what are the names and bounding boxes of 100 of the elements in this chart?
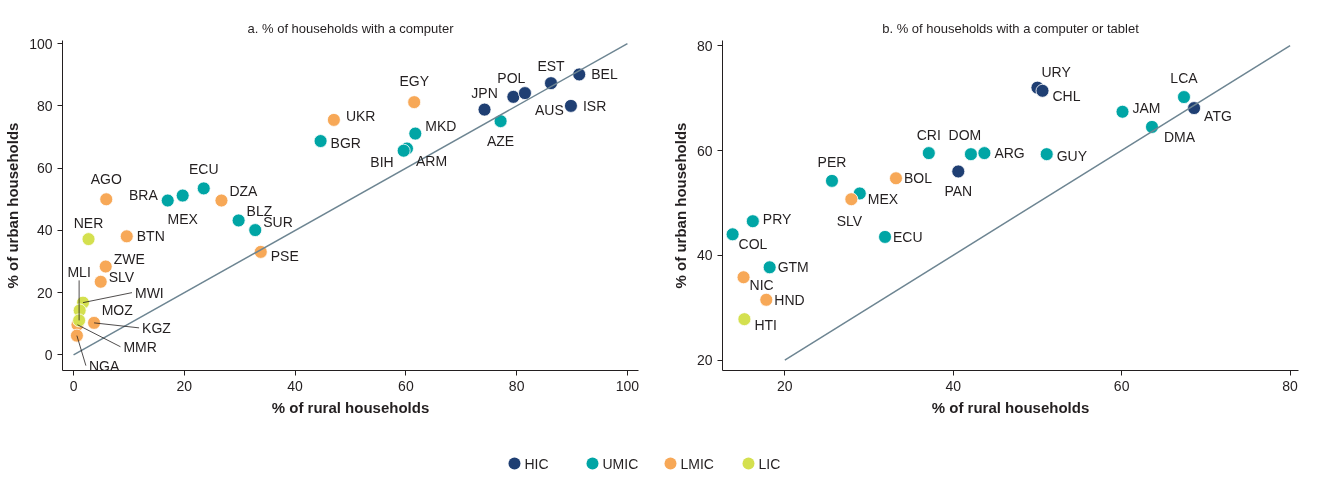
legend-label: HIC: [524, 455, 549, 472]
annotation: MOZ: [101, 302, 134, 319]
point: [921, 146, 936, 161]
x-axis-title: % of rural households: [931, 398, 1090, 416]
annotation: JAM: [1132, 99, 1161, 116]
point: [745, 214, 760, 229]
annotation: BRA: [128, 186, 159, 203]
annotation: JPN: [471, 84, 498, 101]
annotation: NER: [73, 215, 104, 232]
y-tick-label: 60: [696, 142, 713, 159]
point: [506, 89, 521, 104]
y-tick-label: 80: [696, 37, 713, 54]
annotation: BEL: [591, 66, 618, 83]
point: [477, 102, 492, 117]
annotation: ZWE: [113, 250, 145, 267]
annotation: DOM: [948, 127, 982, 144]
y-tick-label: 20: [696, 352, 713, 369]
annotation: DMA: [1163, 128, 1196, 145]
annotation: ECU: [188, 161, 219, 178]
point: [737, 312, 752, 327]
point: [196, 181, 211, 196]
point: [407, 95, 422, 110]
point: [493, 114, 508, 129]
annotation: BTN: [136, 228, 165, 245]
point: [99, 192, 114, 207]
annotation: DZA: [229, 182, 259, 199]
point: [1039, 147, 1054, 162]
point: [214, 193, 229, 208]
x-tick-label: 20: [777, 377, 793, 394]
annotation: SLV: [836, 213, 863, 230]
chart-title: a. % of households with a computer: [247, 20, 455, 36]
annotation: COL: [738, 236, 768, 253]
annotation: CHL: [1052, 87, 1081, 104]
annotation: MKD: [425, 117, 457, 134]
annotation: PAN: [944, 183, 973, 200]
point: [964, 147, 978, 162]
legend-label: LIC: [758, 455, 781, 472]
annotation: KGZ: [142, 319, 172, 336]
x-tick-label: 60: [1113, 377, 1130, 394]
point: [231, 213, 246, 228]
annotation: NIC: [749, 277, 774, 294]
x-tick-label: 60: [398, 377, 414, 394]
point: [408, 126, 423, 141]
point: [248, 223, 263, 237]
x-tick-label: 40: [287, 377, 304, 394]
point: [736, 270, 751, 285]
annotation: MMR: [123, 338, 157, 355]
y-tick-label: 40: [696, 247, 713, 264]
chart-title: b. % of households with a computer or tablet: [882, 20, 1140, 36]
point: [1177, 90, 1191, 104]
annotation: AUS: [534, 102, 564, 119]
annotation: BIH: [370, 153, 394, 170]
annotation: PRY: [762, 211, 793, 228]
annotation: MEX: [867, 191, 899, 208]
y-tick-label: 100: [29, 35, 53, 52]
point: [160, 193, 175, 208]
annotation: MEX: [167, 210, 199, 227]
y-tick-label: 0: [44, 346, 53, 363]
point: [762, 260, 777, 275]
point: [564, 98, 578, 113]
point: [70, 328, 84, 343]
point: [175, 188, 190, 203]
annotation: HND: [774, 291, 805, 308]
annotation: UKR: [345, 107, 376, 124]
x-tick-label: 80: [1282, 377, 1299, 394]
legend-label: LMIC: [680, 455, 714, 472]
y-tick-label: 40: [36, 222, 53, 239]
annotation: POL: [497, 69, 526, 86]
annotation: PSE: [270, 247, 299, 264]
point: [844, 192, 859, 207]
annotation: BGR: [330, 135, 361, 152]
annotation: URY: [1041, 63, 1072, 80]
annotation: HTI: [754, 317, 777, 334]
point: [119, 229, 134, 244]
annotation: BOL: [903, 170, 933, 187]
point: [1115, 104, 1130, 119]
y-tick-label: 60: [36, 160, 53, 177]
annotation: ECU: [893, 228, 923, 245]
annotation: MLI: [67, 264, 91, 281]
x-tick-label: 0: [69, 377, 78, 394]
point: [951, 164, 966, 179]
point: [87, 315, 101, 330]
point: [396, 143, 411, 158]
annotation: CRI: [916, 127, 941, 144]
annotation: PER: [817, 153, 847, 170]
annotation: AGO: [90, 171, 122, 188]
annotation: MWI: [134, 284, 164, 301]
annotation: GUY: [1056, 148, 1088, 165]
legend-label: UMIC: [602, 455, 639, 472]
x-tick-label: 80: [508, 377, 525, 394]
point: [759, 292, 774, 307]
point: [326, 113, 341, 127]
annotation: EST: [537, 58, 566, 75]
point: [93, 274, 108, 289]
annotation: ISR: [582, 97, 607, 114]
point: [977, 146, 992, 161]
annotation: SLV: [108, 268, 135, 285]
y-axis-title: % of urban households: [671, 122, 689, 289]
annotation: LCA: [1170, 70, 1199, 87]
point: [98, 259, 113, 274]
